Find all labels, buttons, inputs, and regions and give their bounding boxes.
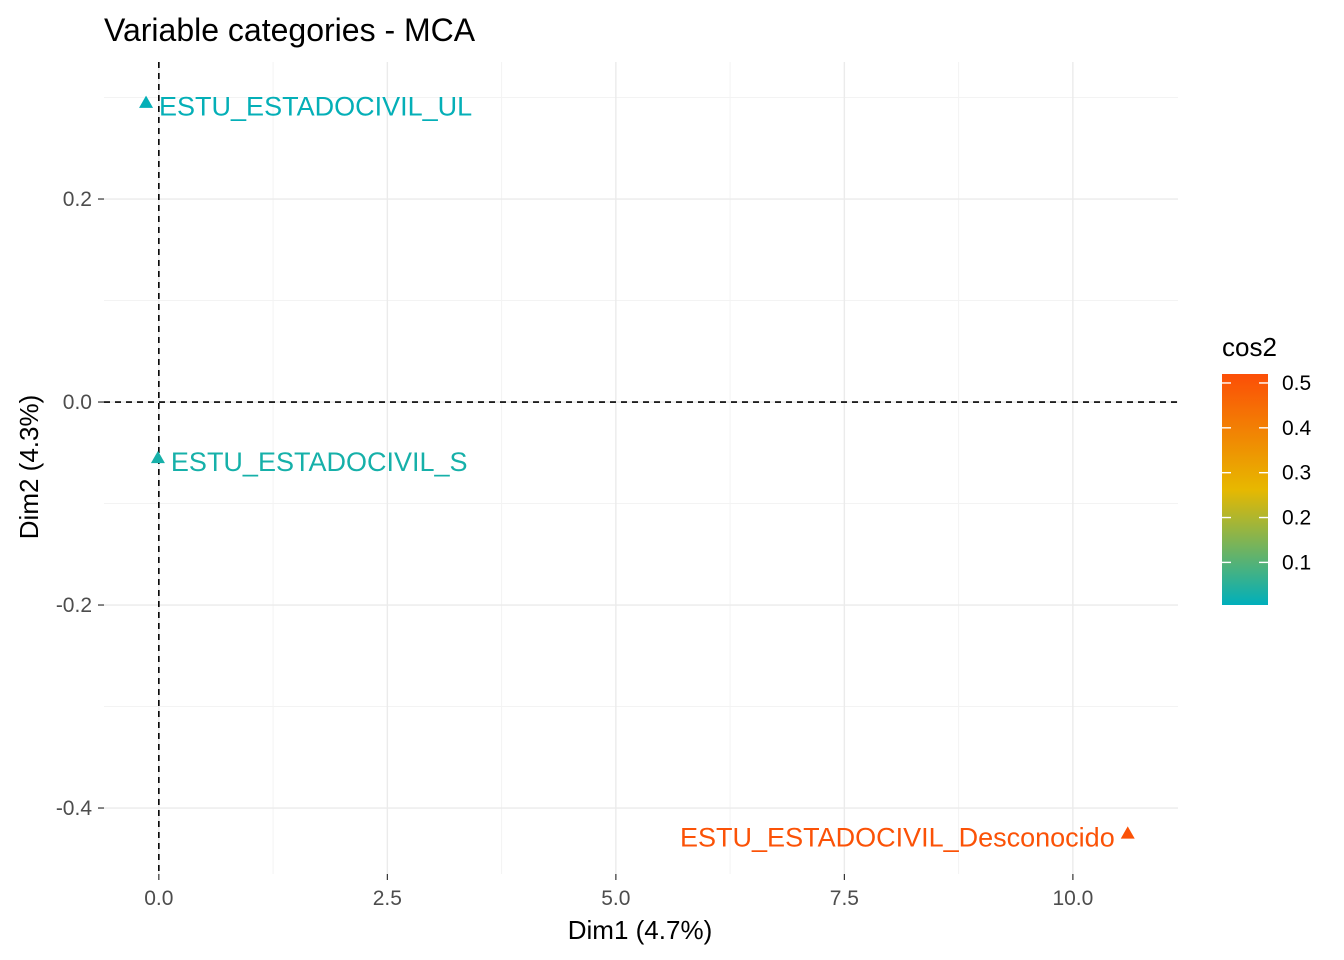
point-marker [1120, 826, 1135, 839]
axes: 0.0 2.5 5.0 7.5 10.0 0.2 0.0 -0.2 -0.4 [56, 188, 1094, 910]
x-tick-label: 10.0 [1052, 887, 1093, 910]
y-tick-label: 0.0 [63, 391, 92, 414]
plot-grid [104, 62, 1178, 874]
legend-tick-label: 0.1 [1282, 551, 1311, 574]
cos2-legend: cos2 0.1 0.2 0.3 0.4 0.5 [1222, 332, 1312, 605]
point-label: ESTU_ESTADOCIVIL_S [171, 447, 468, 477]
data-points: ESTU_ESTADOCIVIL_UL ESTU_ESTADOCIVIL_S EST… [139, 92, 1135, 852]
chart-title: Variable categories - MCA [104, 12, 476, 48]
x-tick-label: 0.0 [144, 887, 173, 910]
legend-tick-label: 0.4 [1282, 417, 1312, 440]
legend-title: cos2 [1222, 332, 1277, 362]
x-tick-label: 2.5 [373, 887, 402, 910]
point-label: ESTU_ESTADOCIVIL_Desconocido [680, 822, 1115, 852]
legend-tick-label: 0.5 [1282, 372, 1311, 395]
reference-lines [104, 62, 1178, 874]
y-tick-label: -0.2 [56, 594, 92, 617]
legend-tick-label: 0.2 [1282, 507, 1311, 530]
x-axis-title: Dim1 (4.7%) [568, 915, 712, 945]
y-tick-label: 0.2 [63, 188, 92, 211]
legend-ticks: 0.1 0.2 0.3 0.4 0.5 [1222, 372, 1312, 574]
point-marker [150, 450, 165, 464]
y-tick-label: -0.4 [56, 797, 93, 820]
x-tick-label: 5.0 [601, 887, 630, 910]
legend-colorbar [1222, 374, 1268, 605]
point-label: ESTU_ESTADOCIVIL_UL [159, 92, 472, 122]
point-marker [139, 95, 154, 108]
x-tick-label: 7.5 [830, 887, 859, 910]
legend-tick-label: 0.3 [1282, 462, 1311, 485]
y-axis-title: Dim2 (4.3%) [14, 395, 44, 539]
